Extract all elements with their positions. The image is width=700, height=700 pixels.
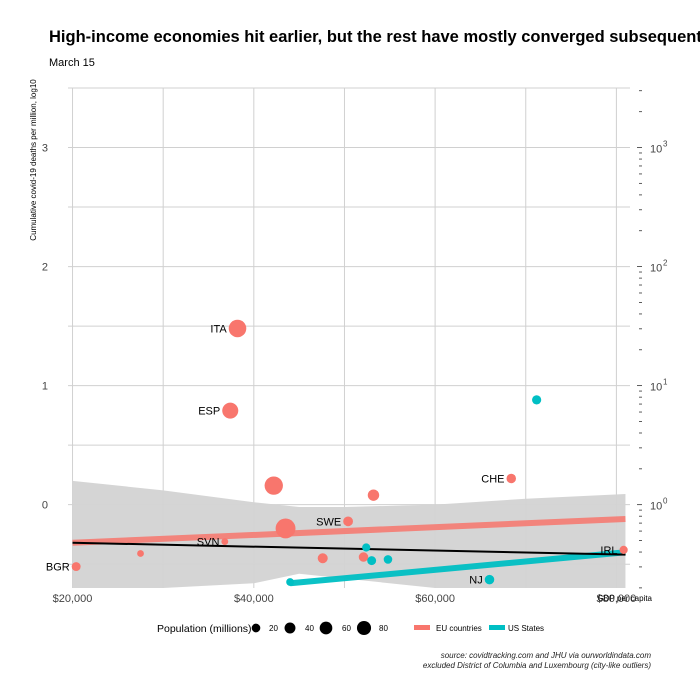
y2-tick-exponent: 1 [663, 378, 668, 387]
eu-point [222, 402, 239, 419]
point-label: IRL [600, 545, 617, 557]
eu-trend-line [72, 515, 626, 546]
point-label: ITA [210, 323, 227, 335]
eu-point [71, 562, 81, 572]
source-note: source: covidtracking.com and JHU via ou… [423, 651, 651, 671]
us-point [367, 556, 377, 566]
source-line-2: excluded District of Columbia and Luxemb… [422, 661, 651, 670]
color-legend-key [489, 625, 505, 630]
color-legend-label: EU countries [436, 624, 482, 633]
overall-trend-line [72, 541, 626, 556]
eu-point [619, 545, 628, 555]
y-axis-title: Cumulative covid-19 deaths per million, … [29, 79, 38, 241]
y-tick-label: 3 [42, 143, 48, 155]
us-point [383, 555, 393, 564]
size-legend-label: 60 [342, 624, 351, 633]
eu-point [264, 476, 283, 495]
us-point [286, 578, 294, 586]
point-label: ESP [198, 406, 220, 418]
eu-point [228, 319, 247, 338]
source-line-1: source: covidtracking.com and JHU via ou… [440, 651, 651, 660]
size-legend-symbol [356, 620, 372, 636]
eu-point [506, 473, 517, 484]
eu-point [275, 518, 296, 539]
y-tick-label: 0 [42, 500, 48, 512]
x-tick-label: $40,000 [234, 593, 274, 605]
y2-tick-label: 10 [650, 501, 662, 513]
eu-point [221, 538, 229, 545]
chart-title: High-income economies hit earlier, but t… [49, 28, 700, 46]
x-tick-label: $80,000 [597, 593, 637, 605]
size-legend-label: 40 [305, 624, 314, 633]
y2-tick-exponent: 0 [663, 497, 668, 506]
size-legend-symbol [319, 621, 333, 635]
x-tick-label: $60,000 [415, 593, 455, 605]
size-legend-title: Population (millions) [157, 623, 252, 635]
point-label: SWE [316, 516, 341, 528]
size-legend-symbol [284, 622, 296, 634]
confidence-band [72, 480, 626, 588]
eu-point [137, 550, 144, 557]
size-legend-label: 80 [379, 624, 388, 633]
y2-tick-exponent: 3 [663, 140, 668, 149]
y-tick-label: 2 [42, 262, 48, 274]
point-label: SVN [197, 537, 220, 549]
color-legend-key [414, 625, 430, 630]
x-tick-label: $20,000 [53, 593, 93, 605]
x-axis-title: GDP per capita [597, 594, 652, 603]
eu-point [343, 516, 353, 527]
y2-tick-label: 10 [650, 263, 662, 275]
color-legend-label: US States [508, 624, 544, 633]
point-label: BGR [46, 562, 70, 574]
us-point [484, 574, 495, 585]
eu-point [367, 489, 380, 501]
eu-point [358, 552, 369, 562]
us-point [532, 395, 542, 405]
size-legend-label: 20 [269, 624, 278, 633]
size-legend-symbol [251, 623, 261, 633]
us-trend-line [289, 549, 626, 587]
us-point [362, 543, 371, 552]
point-label: CHE [481, 473, 504, 485]
chart-subtitle: March 15 [49, 57, 95, 69]
y2-tick-label: 10 [650, 144, 662, 156]
y-tick-label: 1 [42, 381, 48, 393]
point-label: NJ [469, 575, 482, 587]
y2-tick-exponent: 2 [663, 259, 668, 268]
eu-point [317, 553, 328, 564]
y2-tick-label: 10 [650, 382, 662, 394]
